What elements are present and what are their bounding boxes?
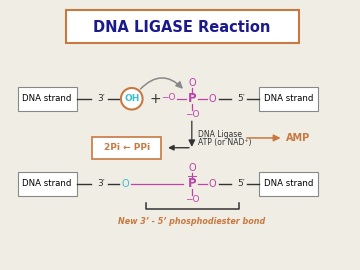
Text: O: O <box>209 94 216 104</box>
Text: DNA LIGASE Reaction: DNA LIGASE Reaction <box>93 20 271 35</box>
Text: 3′: 3′ <box>97 94 105 103</box>
Text: 5′: 5′ <box>237 94 245 103</box>
FancyBboxPatch shape <box>259 87 318 110</box>
Text: DNA strand: DNA strand <box>264 94 313 103</box>
Text: 3′: 3′ <box>97 180 105 188</box>
Text: DNA strand: DNA strand <box>22 94 72 103</box>
Text: −O: −O <box>185 195 199 204</box>
Text: P: P <box>188 177 196 190</box>
Text: O: O <box>209 179 216 189</box>
Text: P: P <box>188 92 196 105</box>
Text: OH: OH <box>124 94 139 103</box>
Text: DNA strand: DNA strand <box>22 180 72 188</box>
Text: −O: −O <box>185 110 199 119</box>
FancyBboxPatch shape <box>18 87 77 110</box>
FancyBboxPatch shape <box>18 172 77 196</box>
Text: DNA strand: DNA strand <box>264 180 313 188</box>
Text: ATP (or NAD⁺): ATP (or NAD⁺) <box>198 138 251 147</box>
Text: DNA Ligase: DNA Ligase <box>198 130 242 139</box>
Text: New 3’ - 5’ phosphodiester bond: New 3’ - 5’ phosphodiester bond <box>118 217 265 226</box>
Text: O: O <box>188 78 195 88</box>
Text: 2Pi ← PPi: 2Pi ← PPi <box>104 143 150 152</box>
FancyBboxPatch shape <box>259 172 318 196</box>
FancyBboxPatch shape <box>93 137 161 158</box>
Text: −O: −O <box>161 93 175 102</box>
Text: AMP: AMP <box>286 133 310 143</box>
Text: O: O <box>188 163 195 173</box>
Circle shape <box>121 88 143 110</box>
Text: +: + <box>149 92 161 106</box>
Text: O: O <box>121 179 129 189</box>
Text: 5′: 5′ <box>237 180 245 188</box>
FancyBboxPatch shape <box>66 10 299 43</box>
